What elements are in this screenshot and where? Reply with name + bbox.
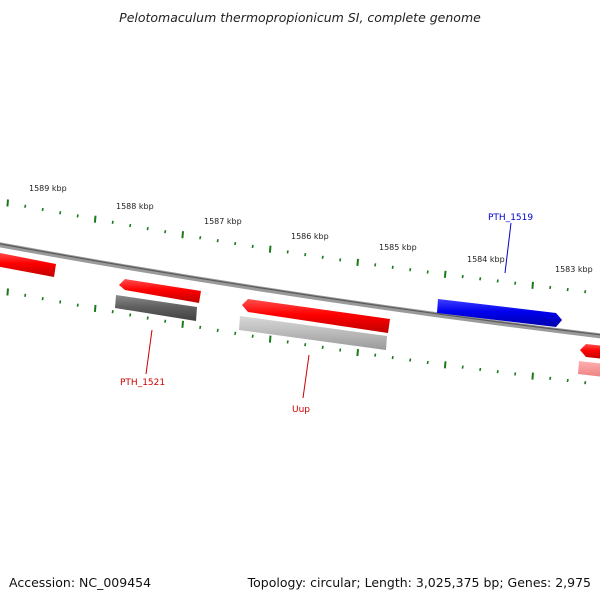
gene-feature-pth-1519[interactable] xyxy=(437,299,562,327)
minor-tick xyxy=(76,303,79,307)
label-leader-uup xyxy=(302,354,310,399)
minor-tick xyxy=(339,348,342,352)
minor-tick xyxy=(216,239,219,243)
tick-label: 1587 kbp xyxy=(204,217,242,226)
minor-tick xyxy=(496,279,499,283)
genome-backbone-highlight xyxy=(0,243,600,336)
gene-feature-uup[interactable] xyxy=(242,299,390,333)
gene-label-pth-1519[interactable]: PTH_1519 xyxy=(488,213,533,223)
major-tick xyxy=(93,215,97,223)
minor-tick xyxy=(24,293,27,297)
minor-tick xyxy=(111,220,114,225)
minor-tick xyxy=(146,226,149,231)
minor-tick xyxy=(111,310,114,314)
minor-tick xyxy=(549,376,552,380)
minor-tick xyxy=(216,328,219,333)
minor-tick xyxy=(409,268,412,272)
major-tick xyxy=(443,270,447,278)
minor-tick xyxy=(234,241,237,246)
major-tick xyxy=(181,320,184,328)
minor-tick xyxy=(41,296,44,301)
minor-tick xyxy=(146,316,149,320)
major-tick xyxy=(356,258,359,266)
outer-tick-marks xyxy=(6,199,587,294)
major-tick xyxy=(531,372,534,380)
minor-tick xyxy=(409,358,412,362)
genome-backbone xyxy=(0,242,600,339)
footer-accession: Accession: NC_009454 xyxy=(9,575,152,590)
tick-label: 1584 kbp xyxy=(467,255,505,264)
minor-tick xyxy=(339,258,342,262)
minor-tick xyxy=(426,360,429,365)
minor-tick xyxy=(199,236,202,240)
tick-label: 1583 kbp xyxy=(555,265,593,274)
footer-genome-stats: Topology: circular; Length: 3,025,375 bp… xyxy=(247,575,591,590)
minor-tick xyxy=(391,265,394,269)
minor-tick xyxy=(514,281,517,285)
gene-label-pth-1521[interactable]: PTH_1521 xyxy=(120,378,165,388)
label-leader-pth-1521 xyxy=(145,329,153,375)
major-tick xyxy=(356,349,359,357)
minor-tick xyxy=(374,263,377,267)
minor-tick xyxy=(129,313,132,317)
minor-tick xyxy=(251,334,254,338)
tick-label: 1585 kbp xyxy=(379,243,417,252)
gene-feature[interactable] xyxy=(0,252,56,277)
major-tick xyxy=(181,231,184,239)
minor-tick xyxy=(391,355,394,360)
minor-tick xyxy=(164,230,167,234)
minor-tick xyxy=(24,204,27,208)
minor-tick xyxy=(41,207,44,212)
major-tick xyxy=(531,281,534,289)
gene-feature[interactable] xyxy=(580,344,600,359)
minor-tick xyxy=(129,223,132,228)
minor-tick xyxy=(199,325,202,330)
gene-feature-pth-1521[interactable] xyxy=(119,279,201,303)
page-title: Pelotomaculum thermopropionicum SI, comp… xyxy=(119,10,481,25)
major-tick xyxy=(6,288,9,296)
minor-tick xyxy=(479,367,482,372)
gene-label-uup[interactable]: Uup xyxy=(292,405,310,415)
minor-tick xyxy=(286,340,289,344)
inner-tick-marks xyxy=(6,288,587,385)
minor-tick xyxy=(514,372,517,376)
minor-tick xyxy=(251,244,254,249)
minor-tick xyxy=(549,285,552,290)
blast-hit[interactable] xyxy=(578,361,600,377)
minor-tick xyxy=(164,319,167,323)
tick-label: 1588 kbp xyxy=(116,202,154,211)
minor-tick xyxy=(76,214,79,218)
minor-tick xyxy=(304,343,307,347)
minor-tick xyxy=(304,252,307,257)
minor-tick xyxy=(461,274,464,279)
minor-tick xyxy=(584,381,587,385)
minor-tick xyxy=(566,378,569,383)
major-tick xyxy=(268,335,272,343)
tick-label: 1589 kbp xyxy=(29,184,67,193)
major-tick xyxy=(268,245,272,253)
major-tick xyxy=(443,361,447,369)
blast-hit[interactable] xyxy=(115,295,197,321)
minor-tick xyxy=(321,345,324,350)
minor-tick xyxy=(584,290,587,294)
minor-tick xyxy=(59,211,62,215)
minor-tick xyxy=(59,300,62,304)
minor-tick xyxy=(496,370,499,374)
minor-tick xyxy=(286,250,289,254)
minor-tick xyxy=(479,277,482,281)
minor-tick xyxy=(234,331,237,336)
minor-tick xyxy=(321,255,324,259)
major-tick xyxy=(6,199,9,207)
minor-tick xyxy=(374,353,377,357)
label-leader-pth-1519 xyxy=(504,222,512,274)
blast-hit[interactable] xyxy=(239,316,387,350)
tick-label: 1586 kbp xyxy=(291,232,329,241)
major-tick xyxy=(93,304,97,313)
minor-tick xyxy=(461,365,464,369)
minor-tick xyxy=(566,287,569,292)
minor-tick xyxy=(426,270,429,274)
